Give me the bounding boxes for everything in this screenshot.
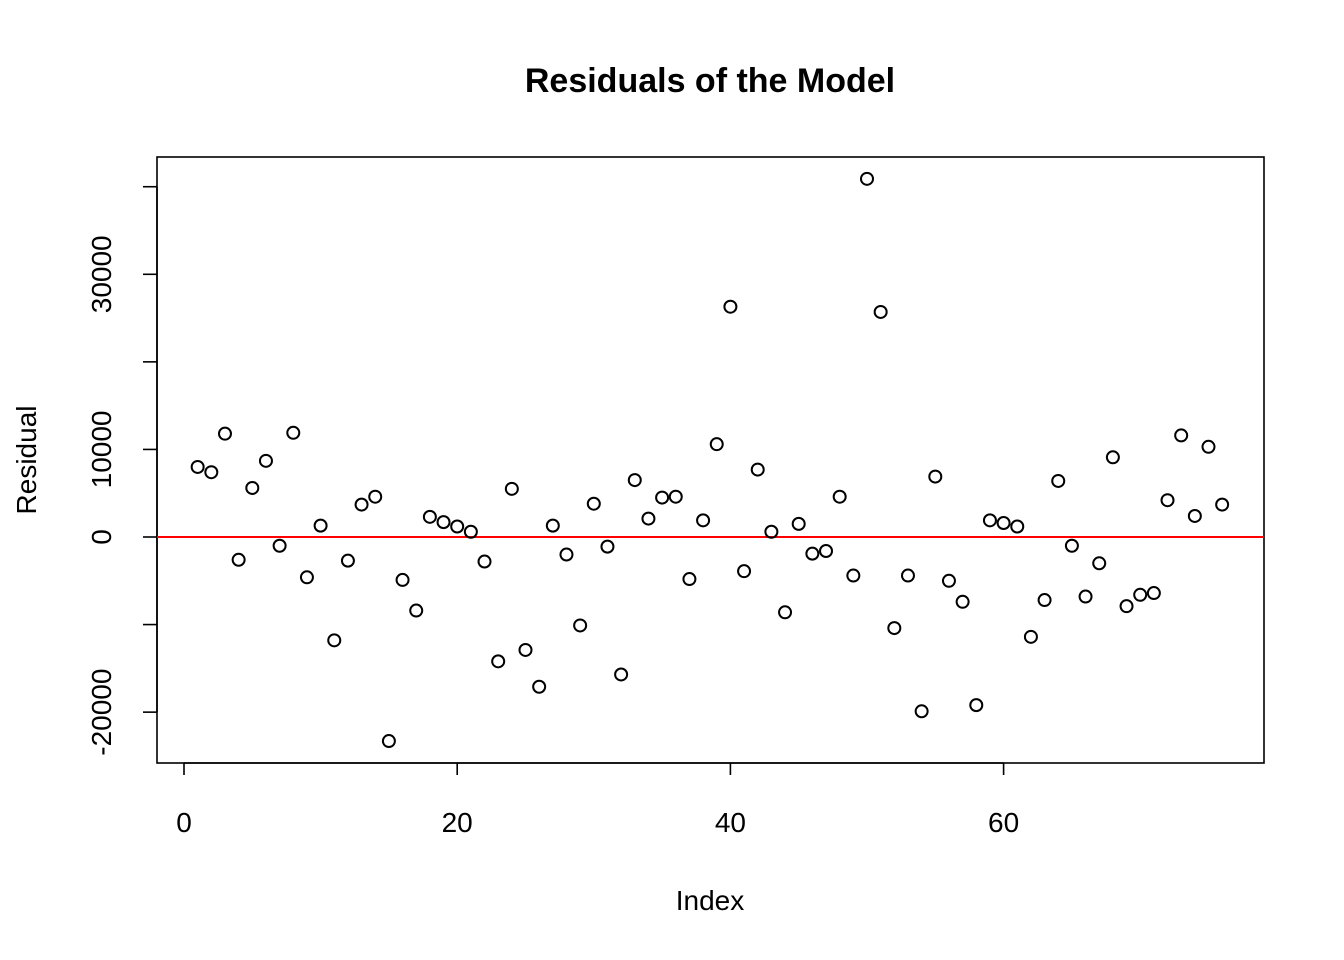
data-point	[1174, 428, 1189, 443]
x-tick-label: 20	[442, 807, 473, 838]
data-point	[545, 518, 560, 533]
data-point	[941, 573, 956, 588]
data-point	[477, 554, 492, 569]
data-point	[737, 564, 752, 579]
data-point	[532, 679, 547, 694]
y-tick-label: 0	[86, 529, 117, 545]
data-point	[368, 489, 383, 504]
data-point	[381, 734, 396, 749]
data-point	[190, 459, 205, 474]
chart-title: Residuals of the Model	[525, 62, 895, 100]
y-axis-label: Residual	[11, 406, 42, 515]
x-axis-label: Index	[676, 885, 745, 916]
data-point	[805, 546, 820, 561]
data-point	[819, 544, 834, 559]
data-point	[299, 570, 314, 585]
data-point	[1010, 519, 1025, 534]
data-point	[873, 304, 888, 319]
data-point	[641, 511, 656, 526]
data-point	[573, 618, 588, 633]
data-point	[340, 553, 355, 568]
data-point	[832, 489, 847, 504]
data-point	[245, 480, 260, 495]
data-point	[778, 605, 793, 620]
data-point	[900, 568, 915, 583]
data-point	[559, 547, 574, 562]
data-point	[764, 524, 779, 539]
data-point	[327, 633, 342, 648]
data-point	[436, 515, 451, 530]
data-point	[682, 572, 697, 587]
data-point	[955, 594, 970, 609]
data-point	[1023, 629, 1038, 644]
data-point	[723, 299, 738, 314]
plot-frame	[156, 156, 1265, 764]
data-point	[1051, 473, 1066, 488]
x-tick-label: 0	[176, 807, 192, 838]
data-point	[491, 654, 506, 669]
y-axis: -20000 0 10000 30000	[86, 185, 158, 756]
data-point	[969, 698, 984, 713]
data-points	[190, 171, 1230, 749]
data-point	[860, 171, 874, 186]
data-point	[791, 516, 806, 531]
data-point	[272, 538, 287, 553]
data-point	[655, 490, 670, 505]
data-point	[614, 667, 629, 682]
x-tick-label: 40	[715, 807, 746, 838]
data-point	[600, 539, 615, 554]
data-point	[450, 519, 465, 534]
data-point	[914, 704, 929, 719]
data-point	[1064, 538, 1079, 553]
data-point	[422, 509, 437, 524]
data-point	[750, 462, 765, 477]
data-point	[996, 515, 1011, 530]
data-point	[504, 481, 519, 496]
data-point	[1160, 493, 1175, 508]
data-point	[982, 513, 997, 528]
data-point	[231, 552, 246, 567]
data-point	[313, 518, 328, 533]
data-point	[696, 513, 711, 528]
data-point	[1146, 586, 1161, 601]
data-point	[1215, 497, 1230, 512]
data-point	[217, 426, 232, 441]
data-point	[668, 489, 683, 504]
data-point	[258, 453, 273, 468]
data-point	[395, 572, 410, 587]
data-point	[586, 496, 601, 511]
data-point	[409, 603, 424, 618]
data-point	[1201, 439, 1216, 454]
y-tick-label: 10000	[86, 410, 117, 488]
data-point	[204, 465, 219, 480]
data-point	[887, 621, 902, 636]
data-point	[1187, 508, 1202, 523]
x-axis: 0 20 40 60	[176, 762, 1019, 838]
data-point	[286, 425, 301, 440]
data-point	[1037, 593, 1052, 608]
data-point	[1119, 599, 1134, 614]
data-point	[928, 469, 943, 484]
data-point	[354, 497, 369, 512]
data-point	[1105, 450, 1120, 465]
data-point	[627, 473, 642, 488]
y-tick-label: -20000	[86, 669, 117, 756]
data-point	[1078, 589, 1093, 604]
data-point	[709, 437, 724, 452]
y-tick-label: 30000	[86, 235, 117, 313]
data-point	[518, 642, 533, 657]
data-point	[463, 524, 478, 539]
data-point	[1092, 556, 1107, 571]
data-point	[1133, 587, 1148, 602]
data-point	[846, 568, 861, 583]
x-tick-label: 60	[988, 807, 1019, 838]
